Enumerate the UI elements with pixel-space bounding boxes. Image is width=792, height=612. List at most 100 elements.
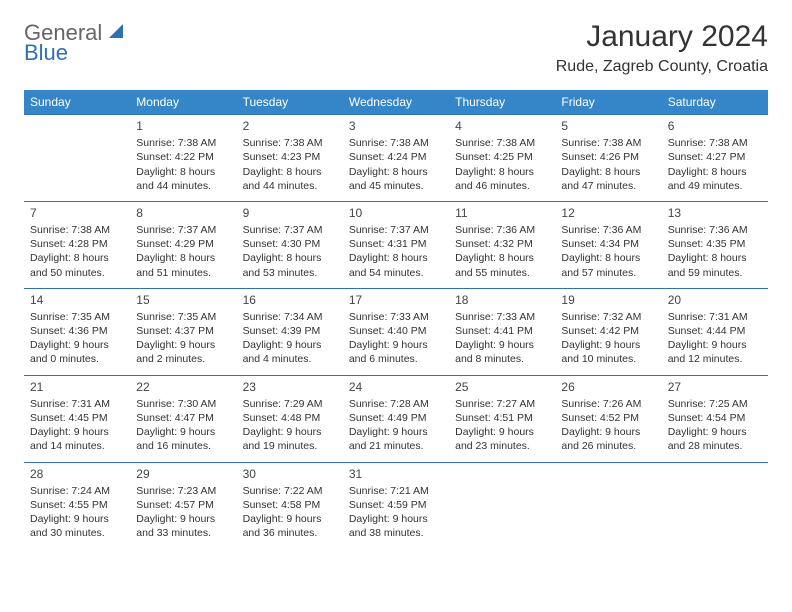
sunrise-line: Sunrise: 7:22 AM [243, 484, 337, 498]
sunrise-line: Sunrise: 7:30 AM [136, 397, 230, 411]
weekday-header: Sunday [24, 90, 130, 115]
weekday-header: Wednesday [343, 90, 449, 115]
sunrise-line: Sunrise: 7:34 AM [243, 310, 337, 324]
sunrise-line: Sunrise: 7:38 AM [349, 136, 443, 150]
day-number: 21 [30, 379, 124, 395]
calendar-day-cell: 3Sunrise: 7:38 AMSunset: 4:24 PMDaylight… [343, 115, 449, 202]
calendar-day-cell: 28Sunrise: 7:24 AMSunset: 4:55 PMDayligh… [24, 462, 130, 548]
calendar-week-row: 1 Sunrise: 7:38 AM Sunset: 4:22 PM Daylight… [24, 115, 768, 202]
daylight-line: Daylight: 8 hours and 47 minutes. [561, 165, 655, 193]
day-number: 25 [455, 379, 549, 395]
day-number: 4 [455, 118, 549, 134]
day-number: 8 [136, 205, 230, 221]
day-number: 9 [243, 205, 337, 221]
sunset-line: Sunset: 4:44 PM [668, 324, 762, 338]
calendar-day-cell: 21 Sunrise: 7:31 AMSunset: 4:45 PMDayligh… [24, 375, 130, 462]
sunset-line: Sunset: 4:54 PM [668, 411, 762, 425]
sunrise-line: Sunrise: 7:32 AM [561, 310, 655, 324]
daylight-line: Daylight: 9 hours and 19 minutes. [243, 425, 337, 453]
day-number: 18 [455, 292, 549, 308]
sunrise-line: Sunrise: 7:36 AM [561, 223, 655, 237]
sunset-line: Sunset: 4:40 PM [349, 324, 443, 338]
calendar-day-cell: 1Sunrise: 7:38 AMSunset: 4:22 PMDaylight… [130, 115, 236, 202]
location: Rude, Zagreb County, Croatia [556, 58, 768, 76]
day-number: 13 [668, 205, 762, 221]
day-number: 27 [668, 379, 762, 395]
calendar-day-cell [555, 462, 661, 548]
calendar-day-cell: 24Sunrise: 7:28 AMSunset: 4:49 PMDayligh… [343, 375, 449, 462]
day-number: 23 [243, 379, 337, 395]
sunrise-line: Sunrise: 7:25 AM [668, 397, 762, 411]
daylight-line: Daylight: 9 hours and 0 minutes. [30, 338, 124, 366]
calendar-day-cell: 31Sunrise: 7:21 AMSunset: 4:59 PMDayligh… [343, 462, 449, 548]
day-number: 6 [668, 118, 762, 134]
calendar-day-cell: 13Sunrise: 7:36 AMSunset: 4:35 PMDayligh… [662, 201, 768, 288]
sunrise-line: Sunrise: 7:36 AM [455, 223, 549, 237]
sunset-line: Sunset: 4:32 PM [455, 237, 549, 251]
sunrise-line: Sunrise: 7:38 AM [30, 223, 124, 237]
calendar-day-cell: 11Sunrise: 7:36 AMSunset: 4:32 PMDayligh… [449, 201, 555, 288]
sunset-line: Sunset: 4:31 PM [349, 237, 443, 251]
sunset-line: Sunset: 4:28 PM [30, 237, 124, 251]
day-number: 1 [136, 118, 230, 134]
sunset-line: Sunset: 4:22 PM [136, 150, 230, 164]
sunrise-line: Sunrise: 7:24 AM [30, 484, 124, 498]
sunset-line: Sunset: 4:34 PM [561, 237, 655, 251]
sunrise-line: Sunrise: 7:38 AM [561, 136, 655, 150]
weekday-header: Tuesday [237, 90, 343, 115]
daylight-line: Daylight: 9 hours and 6 minutes. [349, 338, 443, 366]
day-number: 2 [243, 118, 337, 134]
sunset-line: Sunset: 4:37 PM [136, 324, 230, 338]
sunrise-line: Sunrise: 7:33 AM [455, 310, 549, 324]
calendar-day-cell: 7Sunrise: 7:38 AMSunset: 4:28 PMDaylight… [24, 201, 130, 288]
sunset-line: Sunset: 4:39 PM [243, 324, 337, 338]
daylight-line: Daylight: 8 hours and 55 minutes. [455, 251, 549, 279]
daylight-line: Daylight: 9 hours and 16 minutes. [136, 425, 230, 453]
weekday-header: Saturday [662, 90, 768, 115]
sunrise-line: Sunrise: 7:37 AM [243, 223, 337, 237]
calendar-week-row: 21Sunrise: 7:31 AMSunset: 4:45 PMDayligh… [24, 375, 768, 462]
sunrise-line: Sunrise: 7:27 AM [455, 397, 549, 411]
sunrise-line: Sunrise: 7:38 AM [243, 136, 337, 150]
sunset-line: Sunset: 4:26 PM [561, 150, 655, 164]
header: General January 2024 Rude, Zagreb County… [24, 20, 768, 76]
day-number: 14 [30, 292, 124, 308]
calendar-week-row: 28Sunrise: 7:24 AMSunset: 4:55 PMDayligh… [24, 462, 768, 548]
day-number: 29 [136, 466, 230, 482]
sunrise-line: Sunrise: 7:31 AM [30, 397, 124, 411]
calendar-day-cell: 12Sunrise: 7:36 AMSunset: 4:34 PMDayligh… [555, 201, 661, 288]
sunrise-line: Sunrise: 7:23 AM [136, 484, 230, 498]
sunset-line: Sunset: 4:36 PM [30, 324, 124, 338]
calendar-day-cell: 5Sunrise: 7:38 AMSunset: 4:26 PMDaylight… [555, 115, 661, 202]
daylight-line: Daylight: 9 hours and 36 minutes. [243, 512, 337, 540]
calendar-body: 1 Sunrise: 7:38 AM Sunset: 4:22 PM Daylight… [24, 115, 768, 549]
sunrise-line: Sunrise: 7:35 AM [30, 310, 124, 324]
calendar-day-cell: 2 Sunrise: 7:38 AMSunset: 4:23 PMDaylight… [237, 115, 343, 202]
daylight-line: Daylight: 9 hours and 26 minutes. [561, 425, 655, 453]
daylight-line: Daylight: 9 hours and 8 minutes. [455, 338, 549, 366]
calendar-day-cell: 16Sunrise: 7:34 AMSunset: 4:39 PMDayligh… [237, 288, 343, 375]
sunset-line: Sunset: 4:57 PM [136, 498, 230, 512]
sunset-line: Sunset: 4:23 PM [243, 150, 337, 164]
sail-icon [107, 20, 125, 46]
weekday-header: Monday [130, 90, 236, 115]
daylight-line: Daylight: 8 hours and 44 minutes. [243, 165, 337, 193]
sunset-line: Sunset: 4:29 PM [136, 237, 230, 251]
sunrise-line: Sunrise: 7:33 AM [349, 310, 443, 324]
daylight-line: Daylight: 8 hours and 57 minutes. [561, 251, 655, 279]
daylight-line: Daylight: 9 hours and 14 minutes. [30, 425, 124, 453]
calendar-day-cell: 27Sunrise: 7:25 AMSunset: 4:54 PMDayligh… [662, 375, 768, 462]
sunrise-line: Sunrise: 7:37 AM [136, 223, 230, 237]
calendar-day-cell: 29Sunrise: 7:23 AMSunset: 4:57 PMDayligh… [130, 462, 236, 548]
day-number: 20 [668, 292, 762, 308]
calendar-day-cell: 4Sunrise: 7:38 AMSunset: 4:25 PMDaylight… [449, 115, 555, 202]
month-title: January 2024 [556, 20, 768, 54]
day-number: 30 [243, 466, 337, 482]
sunrise-line: Sunrise: 7:38 AM [668, 136, 762, 150]
calendar-day-cell: 25Sunrise: 7:27 AMSunset: 4:51 PMDayligh… [449, 375, 555, 462]
calendar-table: SundayMondayTuesdayWednesdayThursdayFrid… [24, 90, 768, 548]
sunrise-line: Sunrise: 7:38 AM [455, 136, 549, 150]
sunset-line: Sunset: 4:45 PM [30, 411, 124, 425]
sunrise-line: Sunrise: 7:36 AM [668, 223, 762, 237]
calendar-week-row: 14Sunrise: 7:35 AMSunset: 4:36 PMDayligh… [24, 288, 768, 375]
